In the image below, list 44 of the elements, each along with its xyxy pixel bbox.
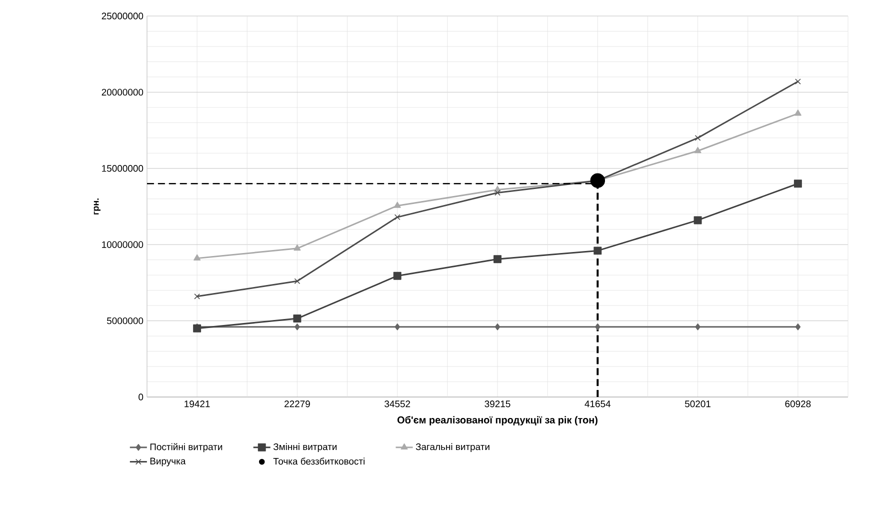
x-axis-title: Об'єм реалізованої продукції за рік (тон) xyxy=(397,416,598,426)
point xyxy=(394,324,400,330)
x-tick-label: 34552 xyxy=(384,400,410,408)
point xyxy=(594,246,602,255)
x-tick-label: 22279 xyxy=(284,400,310,408)
x-tick-label: 50201 xyxy=(685,400,710,408)
y-tick-label: 20000000 xyxy=(102,88,144,96)
legend-label: Точка беззбитковості xyxy=(273,458,364,465)
point xyxy=(494,255,502,264)
point xyxy=(794,180,802,188)
point xyxy=(494,190,500,196)
point xyxy=(595,324,600,330)
point xyxy=(694,216,702,224)
point xyxy=(194,254,201,261)
x-tick-label: 60928 xyxy=(785,400,811,408)
point xyxy=(394,202,401,208)
x-tick-label: 41654 xyxy=(584,400,611,408)
point xyxy=(294,278,300,284)
point xyxy=(394,214,400,220)
y-tick-label: 10000000 xyxy=(102,241,144,248)
point xyxy=(293,314,302,322)
y-tick-label: 25000000 xyxy=(102,12,144,20)
legend-label: Постійні витрати xyxy=(150,443,222,452)
point xyxy=(794,110,802,116)
y-axis-title: грн. xyxy=(94,198,101,214)
legend-label: Виручка xyxy=(150,458,186,466)
y-tick-label: 15000000 xyxy=(102,165,144,172)
point xyxy=(294,244,301,251)
x-tick-label: 39215 xyxy=(484,400,510,408)
y-tick-label: 0 xyxy=(138,394,144,400)
point xyxy=(194,293,200,300)
point xyxy=(695,324,700,330)
point xyxy=(794,78,801,84)
point xyxy=(590,173,606,188)
x-tick-label: 19421 xyxy=(184,400,210,408)
legend-label: Загальні витрати xyxy=(416,443,490,452)
point xyxy=(694,134,701,141)
point xyxy=(393,272,402,280)
point xyxy=(795,324,801,330)
y-tick-label: 5000000 xyxy=(107,317,144,324)
point xyxy=(694,146,702,154)
legend-label: Змінні витрати xyxy=(273,443,337,452)
point xyxy=(294,324,300,330)
point xyxy=(494,324,500,330)
